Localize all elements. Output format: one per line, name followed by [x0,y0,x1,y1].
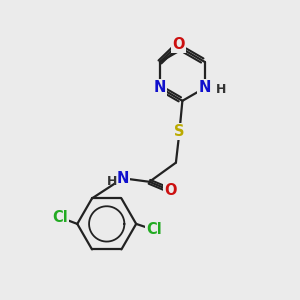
Text: S: S [174,124,185,139]
Text: H: H [107,175,118,188]
Text: N: N [199,80,211,95]
Text: Cl: Cl [52,210,68,225]
Text: O: O [164,183,177,198]
Text: N: N [154,80,166,95]
Text: H: H [216,83,226,96]
Text: O: O [172,37,184,52]
Text: N: N [117,171,129,186]
Text: Cl: Cl [146,222,162,237]
